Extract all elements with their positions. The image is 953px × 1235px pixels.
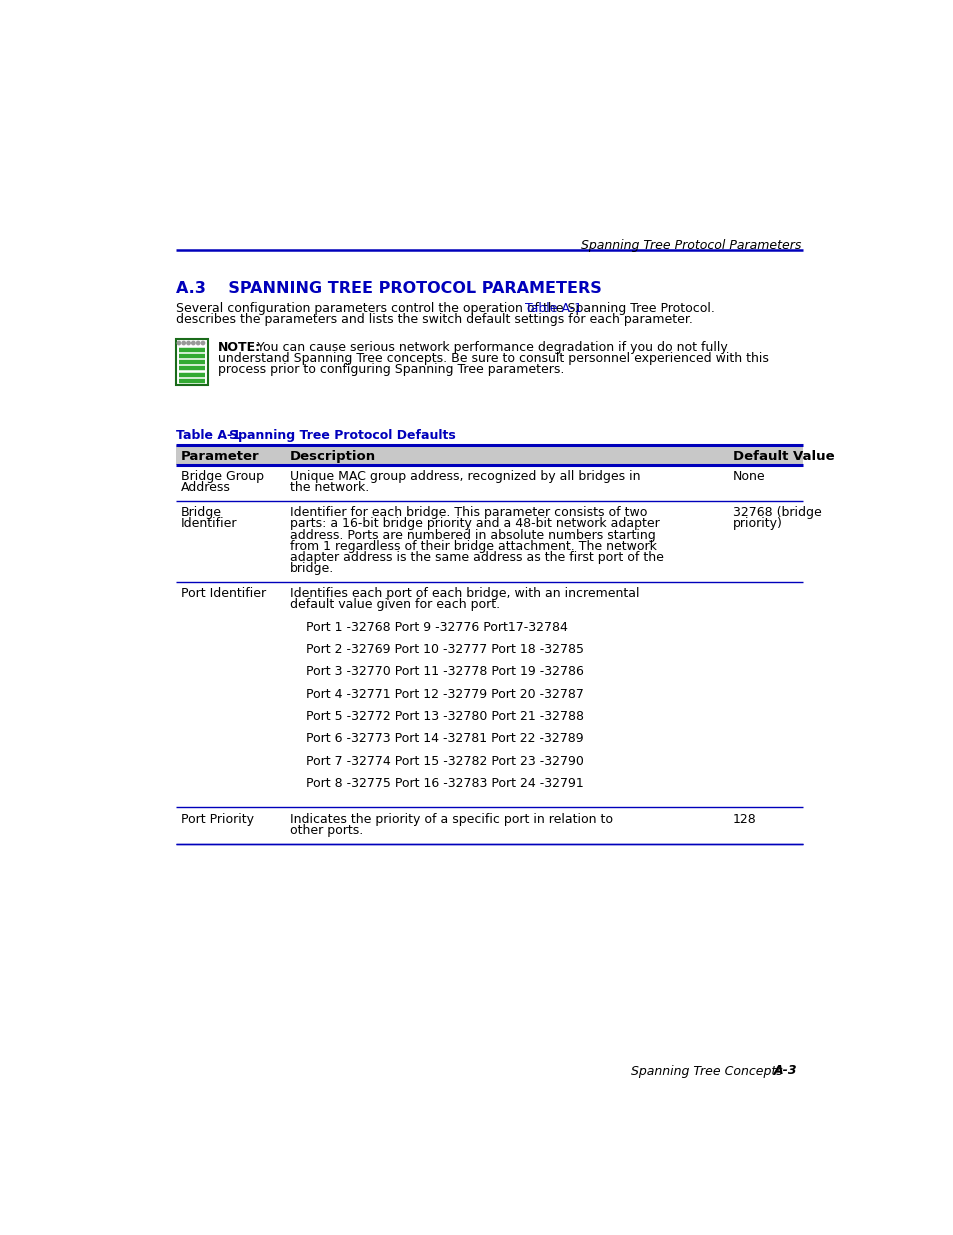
Text: A.3    SPANNING TREE PROTOCOL PARAMETERS: A.3 SPANNING TREE PROTOCOL PARAMETERS	[175, 280, 601, 295]
Text: process prior to configuring Spanning Tree parameters.: process prior to configuring Spanning Tr…	[217, 363, 563, 375]
Circle shape	[182, 341, 185, 345]
Text: Indicates the priority of a specific port in relation to: Indicates the priority of a specific por…	[290, 813, 612, 826]
Text: NOTE:: NOTE:	[217, 341, 260, 353]
Text: Port Priority: Port Priority	[181, 813, 254, 826]
Text: Unique MAC group address, recognized by all bridges in: Unique MAC group address, recognized by …	[290, 471, 639, 483]
Text: bridge.: bridge.	[290, 562, 334, 576]
Text: Address: Address	[181, 482, 231, 494]
Text: address. Ports are numbered in absolute numbers starting: address. Ports are numbered in absolute …	[290, 529, 655, 542]
Text: adapter address is the same address as the first port of the: adapter address is the same address as t…	[290, 551, 663, 564]
Text: understand Spanning Tree concepts. Be sure to consult personnel experienced with: understand Spanning Tree concepts. Be su…	[217, 352, 768, 364]
Circle shape	[177, 341, 180, 345]
Bar	[175, 340, 208, 385]
Circle shape	[187, 341, 190, 345]
Text: Identifies each port of each bridge, with an incremental: Identifies each port of each bridge, wit…	[290, 587, 639, 600]
Text: Port 7 -32774 Port 15 -32782 Port 23 -32790: Port 7 -32774 Port 15 -32782 Port 23 -32…	[290, 755, 583, 768]
Text: Identifier for each bridge. This parameter consists of two: Identifier for each bridge. This paramet…	[290, 506, 646, 519]
Text: Description: Description	[290, 450, 375, 463]
Text: Table A-1: Table A-1	[525, 303, 582, 315]
Text: Port 3 -32770 Port 11 -32778 Port 19 -32786: Port 3 -32770 Port 11 -32778 Port 19 -32…	[290, 666, 583, 678]
Text: Spanning Tree Concepts: Spanning Tree Concepts	[630, 1065, 781, 1077]
Text: 128: 128	[732, 813, 756, 826]
Text: Several configuration parameters control the operation of the Spanning Tree Prot: Several configuration parameters control…	[175, 303, 718, 315]
Text: other ports.: other ports.	[290, 824, 363, 837]
Text: Port 6 -32773 Port 14 -32781 Port 22 -32789: Port 6 -32773 Port 14 -32781 Port 22 -32…	[290, 732, 583, 745]
Text: parts: a 16-bit bridge priority and a 48-bit network adapter: parts: a 16-bit bridge priority and a 48…	[290, 517, 659, 530]
Text: Identifier: Identifier	[181, 517, 237, 530]
Text: 32768 (bridge: 32768 (bridge	[732, 506, 821, 519]
Text: Spanning Tree Protocol Defaults: Spanning Tree Protocol Defaults	[216, 430, 456, 442]
Text: Parameter: Parameter	[181, 450, 259, 463]
Text: Spanning Tree Protocol Parameters: Spanning Tree Protocol Parameters	[580, 240, 801, 252]
Circle shape	[196, 341, 199, 345]
Bar	[175, 445, 802, 464]
Text: the network.: the network.	[290, 482, 369, 494]
Text: Port Identifier: Port Identifier	[181, 587, 266, 600]
Text: A-3: A-3	[773, 1065, 797, 1077]
Text: Port 8 -32775 Port 16 -32783 Port 24 -32791: Port 8 -32775 Port 16 -32783 Port 24 -32…	[290, 777, 583, 790]
Text: None: None	[732, 471, 765, 483]
Text: Bridge Group: Bridge Group	[181, 471, 264, 483]
Text: Port 5 -32772 Port 13 -32780 Port 21 -32788: Port 5 -32772 Port 13 -32780 Port 21 -32…	[290, 710, 583, 722]
Circle shape	[201, 341, 205, 345]
Text: Port 2 -32769 Port 10 -32777 Port 18 -32785: Port 2 -32769 Port 10 -32777 Port 18 -32…	[290, 643, 583, 656]
Circle shape	[192, 341, 194, 345]
Text: Bridge: Bridge	[181, 506, 222, 519]
Text: priority): priority)	[732, 517, 782, 530]
Text: Default Value: Default Value	[732, 450, 834, 463]
Text: from 1 regardless of their bridge attachment. The network: from 1 regardless of their bridge attach…	[290, 540, 656, 553]
Text: Port 4 -32771 Port 12 -32779 Port 20 -32787: Port 4 -32771 Port 12 -32779 Port 20 -32…	[290, 688, 583, 700]
Text: You can cause serious network performance degradation if you do not fully: You can cause serious network performanc…	[249, 341, 726, 353]
Text: default value given for each port.: default value given for each port.	[290, 598, 499, 611]
Text: Table A-1: Table A-1	[175, 430, 240, 442]
Text: describes the parameters and lists the switch default settings for each paramete: describes the parameters and lists the s…	[175, 314, 692, 326]
Text: Port 1 -32768 Port 9 -32776 Port17-32784: Port 1 -32768 Port 9 -32776 Port17-32784	[290, 621, 567, 634]
